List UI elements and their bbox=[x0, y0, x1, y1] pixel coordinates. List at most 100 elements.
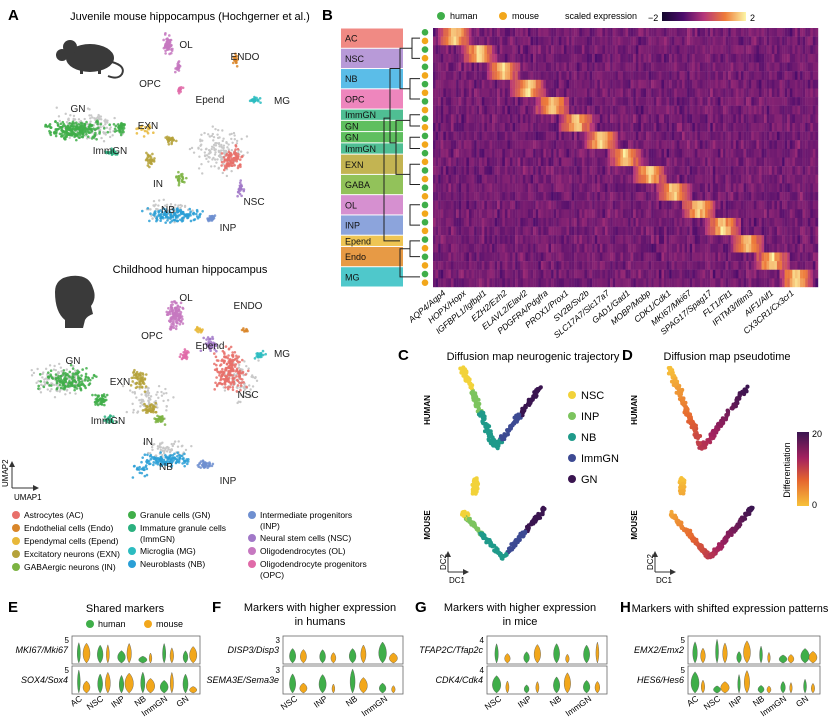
umap-point bbox=[235, 354, 238, 358]
heat-cell bbox=[584, 131, 588, 141]
heat-cell bbox=[640, 79, 644, 89]
heat-cell bbox=[635, 122, 639, 132]
heat-cell bbox=[815, 45, 819, 55]
heat-cell bbox=[648, 88, 652, 98]
heat-cell bbox=[779, 122, 783, 132]
heat-cell bbox=[625, 62, 629, 72]
umap-bg-point bbox=[169, 448, 172, 452]
umap-bg-point bbox=[102, 140, 106, 143]
heat-cell bbox=[802, 28, 806, 37]
umap-point bbox=[175, 312, 179, 315]
umap-point bbox=[232, 358, 236, 362]
umap-bg-point bbox=[220, 157, 224, 161]
heat-cell bbox=[792, 122, 796, 132]
heat-cell bbox=[540, 79, 544, 89]
legend-label: Immature granule cells bbox=[140, 523, 226, 533]
heat-cell bbox=[435, 105, 439, 115]
umap-point bbox=[135, 132, 139, 135]
heat-cell bbox=[774, 45, 778, 55]
heat-cell bbox=[520, 62, 524, 72]
heat-cell bbox=[492, 79, 495, 89]
heat-cell bbox=[661, 148, 665, 158]
umap-point bbox=[164, 216, 168, 219]
heat-cell bbox=[707, 97, 711, 106]
heat-cell bbox=[476, 131, 480, 141]
heat-cell bbox=[466, 45, 470, 55]
heat-cell bbox=[633, 53, 636, 63]
heat-cell bbox=[538, 131, 541, 141]
umap-point bbox=[238, 381, 241, 384]
heat-cell bbox=[635, 131, 639, 141]
heat-cell bbox=[715, 131, 719, 141]
heat-cell bbox=[440, 28, 444, 37]
heat-cell bbox=[735, 53, 739, 63]
heat-cell bbox=[576, 53, 580, 63]
umap-point bbox=[159, 451, 162, 454]
heat-cell bbox=[587, 79, 590, 89]
heat-cell bbox=[533, 45, 536, 55]
heat-cell bbox=[730, 53, 734, 63]
legend-swatch bbox=[128, 560, 136, 568]
heat-cell bbox=[669, 79, 672, 89]
heat-cell bbox=[579, 36, 583, 46]
heat-cell bbox=[607, 105, 611, 115]
species-dot bbox=[421, 167, 429, 174]
umap-point bbox=[153, 157, 156, 160]
heat-cell bbox=[527, 97, 531, 106]
heat-cell bbox=[438, 122, 441, 132]
umap-cluster-label: NB bbox=[161, 205, 175, 216]
heat-cell bbox=[784, 71, 788, 80]
heat-cell bbox=[479, 53, 482, 63]
heat-cell bbox=[502, 53, 506, 63]
heat-cell bbox=[522, 148, 526, 158]
heat-cell bbox=[674, 97, 678, 106]
umap-bg-point bbox=[77, 118, 81, 121]
heat-cell bbox=[751, 53, 755, 63]
heat-cell bbox=[651, 45, 654, 55]
umap-point bbox=[154, 457, 157, 461]
umap-point bbox=[145, 130, 149, 133]
heat-cell bbox=[815, 148, 819, 158]
umap-bg-point bbox=[225, 174, 229, 178]
heat-cell bbox=[651, 122, 654, 132]
heat-cell bbox=[617, 140, 621, 150]
heat-cell bbox=[769, 105, 772, 115]
umap-point bbox=[151, 152, 154, 156]
species-dot bbox=[421, 89, 429, 97]
heat-cell bbox=[735, 62, 739, 72]
heat-cell bbox=[640, 71, 644, 80]
heat-cell bbox=[443, 53, 447, 63]
cluster-label: INP bbox=[345, 221, 360, 231]
heat-cell bbox=[548, 45, 552, 55]
heat-cell bbox=[530, 131, 534, 141]
heat-cell bbox=[520, 28, 524, 37]
heat-cell bbox=[458, 53, 462, 63]
heat-cell bbox=[530, 53, 534, 63]
heat-cell bbox=[607, 53, 611, 63]
heat-cell bbox=[597, 114, 601, 124]
heat-cell bbox=[669, 97, 672, 106]
heat-cell bbox=[646, 148, 649, 158]
heat-cell bbox=[456, 62, 459, 72]
heat-cell bbox=[651, 140, 654, 150]
heat-cell bbox=[743, 71, 747, 80]
heat-cell bbox=[502, 140, 506, 150]
umap-cluster-label: Epend bbox=[196, 341, 225, 352]
heat-cell bbox=[522, 45, 526, 55]
heat-cell bbox=[438, 53, 441, 63]
heat-cell bbox=[561, 53, 565, 63]
heat-cell bbox=[658, 140, 662, 150]
heat-cell bbox=[533, 131, 536, 141]
heat-cell bbox=[484, 114, 488, 124]
umap-point bbox=[54, 373, 58, 376]
umap-point bbox=[235, 159, 239, 163]
heat-cell bbox=[476, 105, 480, 115]
heat-cell bbox=[681, 131, 685, 141]
heat-cell bbox=[548, 131, 552, 141]
heat-cell bbox=[533, 88, 536, 98]
heat-cell bbox=[468, 105, 472, 115]
heat-cell bbox=[515, 148, 518, 158]
umap-point bbox=[38, 373, 42, 376]
heat-cell bbox=[520, 157, 524, 167]
heat-cell bbox=[476, 28, 480, 37]
